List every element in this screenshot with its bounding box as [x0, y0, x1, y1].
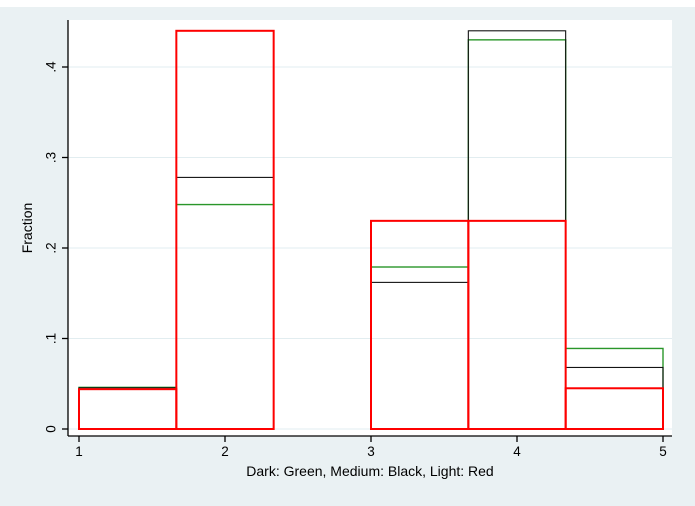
x-axis-title: Dark: Green, Medium: Black, Light: Red	[246, 463, 494, 479]
x-tick-label: 4	[513, 444, 521, 459]
histogram-bar	[467, 219, 567, 430]
x-tick-label: 3	[367, 444, 375, 459]
y-tick-label: .1	[44, 333, 59, 344]
x-tick-label: 1	[75, 444, 83, 459]
y-tick-label: .3	[44, 152, 59, 163]
y-tick-label: .2	[44, 242, 59, 253]
y-tick-label: 0	[44, 425, 59, 433]
histogram-bar	[564, 387, 665, 430]
histogram-bar	[175, 29, 275, 431]
x-tick-label: 5	[659, 444, 667, 459]
x-tick-label: 2	[221, 444, 229, 459]
y-tick-label: .4	[44, 61, 59, 73]
y-axis-title: Fraction	[19, 202, 35, 254]
window-top-strip	[0, 0, 695, 7]
